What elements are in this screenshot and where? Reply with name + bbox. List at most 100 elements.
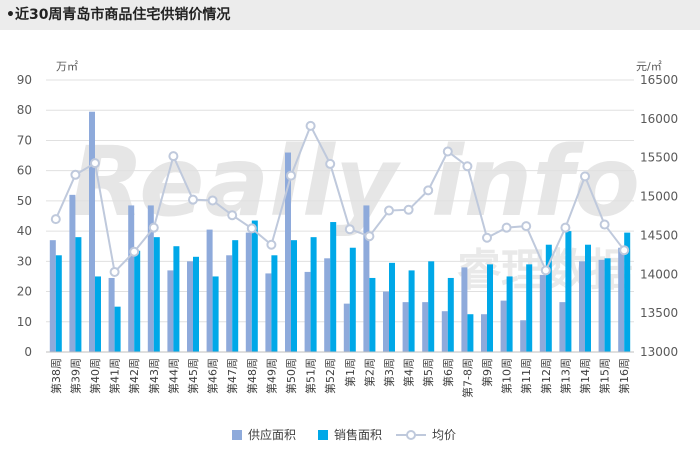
price-point (50, 214, 61, 225)
bar-supply (618, 247, 625, 352)
bar-supply (343, 303, 350, 352)
price-point (227, 210, 238, 221)
price-point (384, 205, 394, 216)
x-tick: 第44周 (166, 358, 180, 394)
bar-supply (383, 291, 389, 352)
bar-supply (69, 194, 76, 352)
legend-swatch-supply (232, 430, 242, 440)
y-left-unit: 万㎡ (56, 60, 78, 73)
bar-sales (330, 222, 337, 352)
bar-supply (461, 267, 468, 352)
x-tick: 第52周 (323, 358, 337, 394)
x-tick: 第12周 (539, 358, 553, 394)
bar-sales (349, 247, 356, 352)
watermark-logo: Really info (70, 126, 640, 238)
bar-sales (173, 246, 180, 352)
axes: 0 10 20 30 40 50 60 70 80 90 13000 13500 14000 14500 1… (17, 60, 678, 398)
bar-sales (467, 314, 474, 352)
x-tick: 第1周 (343, 358, 357, 387)
y-left-tick: 60 (17, 164, 32, 178)
price-point (560, 222, 571, 233)
y-right-tick: 16000 (640, 112, 678, 126)
bar-sales (232, 240, 239, 352)
x-tick: 第48周 (245, 358, 259, 394)
bar-supply (402, 302, 409, 352)
bar-sales (604, 258, 611, 352)
x-tick: 第3周 (382, 358, 396, 387)
bars (49, 111, 631, 352)
bar-sales (114, 306, 121, 352)
bar-supply (285, 152, 291, 352)
x-tick: 第7-8周 (460, 358, 474, 398)
x-tick: 第13周 (558, 358, 572, 394)
y-right-tick: 15500 (640, 151, 678, 165)
price-point (521, 221, 532, 232)
bar-sales (271, 255, 278, 352)
legend-marker-price (406, 430, 416, 440)
bar-supply (324, 258, 331, 352)
bar-supply (304, 271, 311, 352)
bar-supply (481, 314, 487, 352)
price-point (482, 232, 492, 243)
price-point (442, 146, 453, 157)
x-tick: 第6周 (441, 358, 455, 387)
bar-sales (389, 262, 395, 352)
bar-sales (545, 244, 552, 352)
bar-supply (363, 205, 370, 352)
bar-sales (428, 261, 435, 352)
x-tick: 第47周 (225, 358, 239, 394)
x-tick: 第38周 (49, 358, 63, 394)
bar-supply (422, 302, 429, 352)
x-tick: 第5周 (421, 358, 435, 387)
bar-sales (565, 231, 572, 352)
y-left-tick: 80 (17, 103, 32, 117)
x-tick: 第50周 (284, 358, 298, 394)
price-point (188, 194, 198, 205)
y-right-tick: 13000 (640, 345, 678, 359)
x-tick: 第40周 (88, 358, 102, 394)
bar-supply (226, 255, 233, 352)
bar-sales (193, 256, 199, 352)
bar-sales (95, 276, 101, 352)
bar-supply (128, 205, 135, 352)
legend-label-sales: 销售面积 (334, 427, 382, 442)
x-tick: 第42周 (127, 358, 141, 394)
bar-supply (441, 311, 448, 352)
x-tick: 第16周 (617, 358, 631, 394)
price-point (619, 245, 630, 256)
chart-title: •近30周青岛市商品住宅供销价情况 (6, 7, 231, 23)
price-point (168, 151, 179, 162)
bar-supply (206, 229, 213, 352)
y-right-tick: 16500 (640, 73, 678, 87)
bar-supply (245, 232, 252, 352)
y-left-tick: 10 (17, 315, 32, 329)
legend-label-price: 均价 (432, 428, 456, 442)
price-point (364, 231, 375, 242)
price-point (599, 219, 610, 230)
price-point (462, 161, 473, 172)
price-point (540, 265, 551, 276)
y-right-tick: 15000 (640, 190, 678, 204)
bar-sales (310, 237, 317, 352)
bar-sales (585, 244, 591, 352)
bar-supply (108, 277, 115, 352)
bar-sales (506, 276, 513, 352)
price-point (580, 171, 590, 182)
bar-supply (49, 240, 56, 352)
legend-swatch-sales (318, 430, 328, 440)
price-point (109, 266, 120, 277)
legend: 供应面积 销售面积 均价 (232, 427, 456, 442)
x-tick: 第15周 (598, 358, 612, 394)
y-right-tick: 13500 (640, 306, 678, 320)
bar-supply (147, 205, 154, 352)
x-tick: 第9周 (480, 358, 494, 387)
x-tick: 第43周 (147, 358, 161, 394)
bar-sales (251, 220, 258, 352)
price-point (90, 158, 100, 169)
price-point (501, 222, 512, 233)
price-point (148, 222, 159, 233)
y-right-tick: 14500 (640, 228, 678, 242)
bar-sales (369, 277, 376, 352)
x-tick: 第41周 (108, 358, 122, 394)
